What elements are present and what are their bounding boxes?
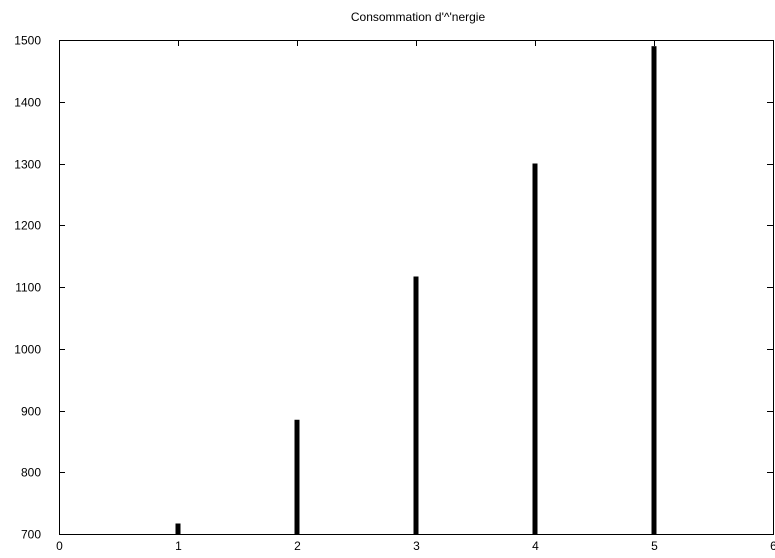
y-tick-label: 1400 [14, 96, 41, 110]
x-tick-label: 3 [413, 539, 420, 553]
y-tick-label: 1300 [14, 158, 41, 172]
bar [294, 419, 300, 534]
y-tick-label: 800 [21, 466, 41, 480]
y-tick-label: 1200 [14, 219, 41, 233]
axis-ticks: 700 800 900 1000 1100 1200 1300 1400 1500 0 1 2 3 4 5 6 [14, 34, 775, 554]
x-tick-label: 0 [56, 539, 63, 553]
x-tick-label: 4 [532, 539, 539, 553]
x-tick-label: 2 [294, 539, 301, 553]
y-tick-label: 1100 [15, 281, 41, 295]
bar [175, 523, 181, 534]
bars [175, 46, 657, 535]
x-tick-label: 5 [651, 539, 658, 553]
y-tick-label: 1000 [14, 343, 41, 357]
bar [413, 276, 419, 534]
x-tick-label: 1 [175, 539, 182, 553]
y-tick-label: 1500 [14, 34, 41, 48]
bar [651, 46, 657, 535]
chart-title: Consommation d'^'nergie [351, 10, 486, 24]
x-tick-label: 6 [770, 539, 775, 553]
bar [532, 163, 538, 534]
y-tick-label: 900 [21, 405, 41, 419]
y-tick-label: 700 [21, 528, 41, 542]
